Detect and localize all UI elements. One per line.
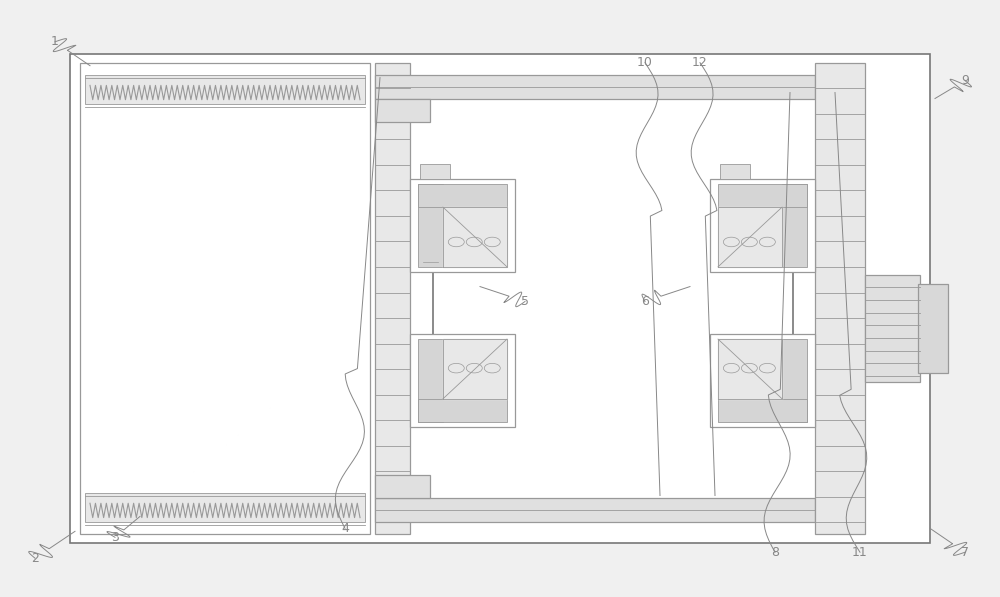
Bar — [718, 399, 807, 422]
Bar — [720, 164, 750, 179]
Bar — [710, 179, 815, 272]
Bar — [70, 54, 930, 543]
Bar — [418, 339, 443, 422]
Text: 11: 11 — [852, 546, 868, 559]
Bar — [710, 334, 815, 427]
Text: 9: 9 — [961, 74, 969, 87]
Bar — [85, 75, 365, 104]
Text: 12: 12 — [692, 56, 708, 69]
Polygon shape — [718, 207, 782, 267]
Text: 1: 1 — [51, 35, 59, 48]
Bar — [80, 63, 370, 534]
Bar — [718, 184, 807, 207]
Polygon shape — [443, 339, 507, 399]
Text: 7: 7 — [961, 546, 969, 559]
Bar — [85, 493, 365, 522]
Bar — [782, 339, 807, 422]
Bar — [418, 399, 507, 422]
Text: 2: 2 — [31, 552, 39, 565]
Bar — [418, 184, 507, 207]
Bar — [815, 63, 865, 534]
Polygon shape — [718, 339, 782, 399]
Bar — [420, 164, 450, 179]
Bar — [410, 334, 515, 427]
Bar — [375, 75, 815, 99]
Bar — [782, 184, 807, 267]
Bar — [865, 275, 920, 382]
Text: 5: 5 — [521, 295, 529, 308]
Text: 10: 10 — [637, 56, 653, 69]
Bar — [918, 284, 948, 373]
Bar — [375, 475, 430, 498]
Text: 6: 6 — [641, 295, 649, 308]
Bar — [418, 184, 443, 267]
Text: 4: 4 — [341, 522, 349, 535]
Bar — [410, 179, 515, 272]
Polygon shape — [443, 207, 507, 267]
Bar — [375, 99, 430, 122]
Text: 8: 8 — [771, 546, 779, 559]
Bar — [375, 63, 410, 534]
Text: 3: 3 — [111, 531, 119, 544]
Bar — [375, 498, 815, 522]
